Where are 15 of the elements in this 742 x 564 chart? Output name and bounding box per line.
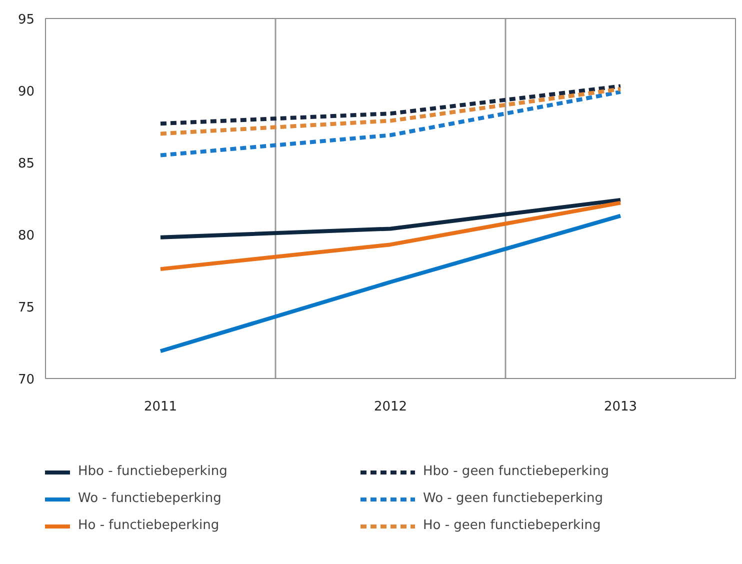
legend-label: Hbo - geen functiebeperking	[423, 464, 610, 479]
x-tick-label: 2011	[144, 400, 178, 414]
legend-label: Wo - geen functiebeperking	[423, 491, 604, 506]
legend-label: Ho - geen functiebeperking	[423, 518, 602, 533]
y-tick-label: 70	[18, 372, 35, 388]
y-tick-label: 80	[18, 228, 35, 244]
y-tick-label: 95	[18, 12, 35, 28]
y-tick-label: 90	[18, 84, 35, 100]
legend-label: Wo - functiebeperking	[78, 491, 222, 506]
x-tick-label: 2013	[604, 400, 638, 414]
legend-label: Ho - functiebeperking	[78, 518, 220, 533]
y-tick-label: 75	[18, 300, 35, 316]
legend-label: Hbo - functiebeperking	[78, 464, 228, 479]
y-tick-label: 85	[18, 156, 35, 172]
x-tick-label: 2012	[374, 400, 408, 414]
